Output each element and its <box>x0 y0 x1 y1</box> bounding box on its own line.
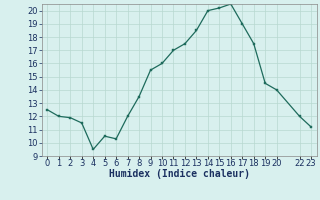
X-axis label: Humidex (Indice chaleur): Humidex (Indice chaleur) <box>109 169 250 179</box>
